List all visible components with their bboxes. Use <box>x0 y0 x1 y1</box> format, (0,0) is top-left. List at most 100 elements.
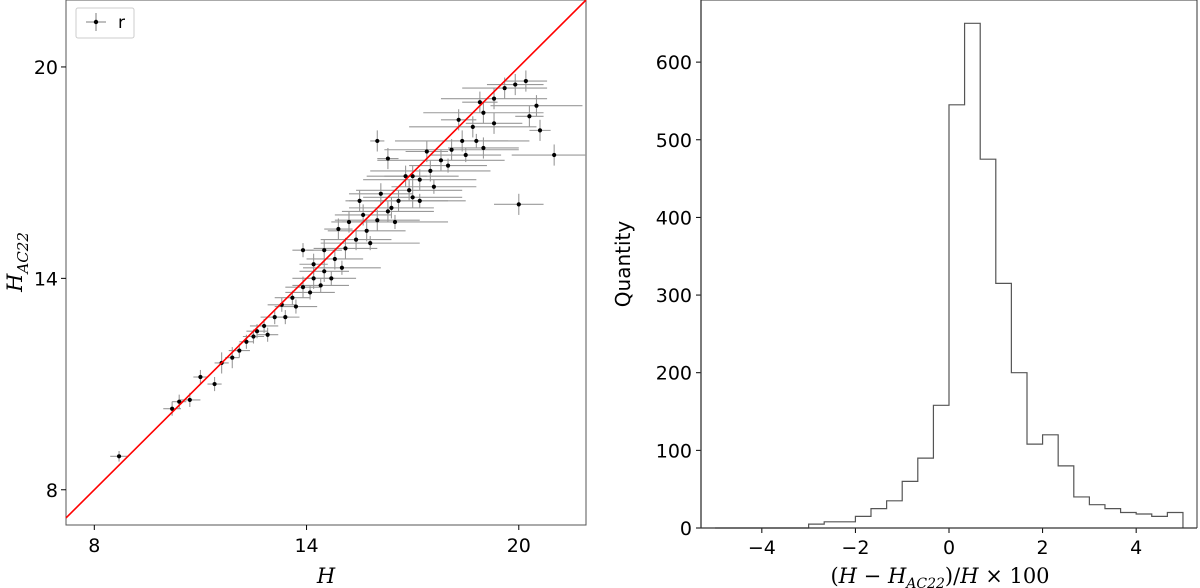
scatter-point <box>251 334 256 339</box>
x-tick-label: 20 <box>507 535 531 557</box>
legend-entry-label: r <box>118 13 125 33</box>
y-tick-label: 20 <box>34 57 58 79</box>
scatter-point <box>177 399 182 404</box>
scatter-point <box>513 82 518 87</box>
scatter-point <box>322 269 327 274</box>
scatter-points <box>116 78 557 459</box>
legend-marker <box>93 19 99 25</box>
identity-reference-line <box>65 0 587 519</box>
scatter-point <box>385 156 391 161</box>
scatter-point <box>491 96 497 101</box>
x-tick-label: −4 <box>748 537 776 559</box>
scatter-y-axis-label: HAC22 <box>3 232 32 293</box>
x-tick-label: 8 <box>88 535 100 557</box>
scatter-point <box>361 212 366 218</box>
scatter-point <box>523 78 528 84</box>
x-tick-label: 14 <box>294 535 318 557</box>
scatter-point <box>428 168 433 173</box>
scatter-point <box>481 145 486 151</box>
scatter-point <box>290 295 295 300</box>
scatter-point <box>537 128 543 133</box>
scatter-point <box>307 290 313 295</box>
scatter-point <box>343 246 348 251</box>
scatter-point <box>300 285 306 290</box>
y-tick-label: 600 <box>656 52 692 74</box>
scatter-point <box>385 209 391 214</box>
scatter-point <box>417 198 422 203</box>
scatter-point <box>491 121 497 126</box>
scatter-point <box>552 152 557 158</box>
scatter-point <box>477 100 482 105</box>
x-tick-label: 2 <box>1037 537 1049 559</box>
scatter-point <box>375 138 380 144</box>
scatter-point <box>527 114 532 119</box>
scatter-point <box>410 174 415 179</box>
scatter-point <box>329 276 334 281</box>
scatter-point <box>311 276 316 281</box>
y-tick-label: 300 <box>656 285 692 307</box>
y-tick-label: 100 <box>656 440 692 462</box>
y-tick-label: 200 <box>656 363 692 385</box>
histogram-step-line <box>715 22 1184 529</box>
scatter-point <box>463 152 468 158</box>
scatter-point <box>424 149 429 154</box>
scatter-point <box>265 332 270 337</box>
scatter-point <box>346 219 352 225</box>
scatter-point <box>410 195 415 200</box>
y-tick-label: 400 <box>656 207 692 229</box>
histogram-x-axis-label: (H − HAC22)/H × 100 <box>830 564 1049 588</box>
x-tick-label: 4 <box>1130 537 1142 559</box>
y-tick-label: 0 <box>680 518 692 540</box>
scatter-point <box>417 177 422 182</box>
scatter-point <box>368 241 373 246</box>
scatter-point <box>407 188 412 193</box>
histogram-y-axis-label: Quantity <box>611 221 635 308</box>
scatter-y-label-subscript: AC22 <box>14 232 32 275</box>
scatter-point <box>170 406 175 411</box>
x-tick-label: −2 <box>841 537 869 559</box>
scatter-point <box>332 256 337 262</box>
scatter-point <box>187 397 192 403</box>
scatter-point <box>460 138 465 144</box>
y-tick-label: 14 <box>34 268 58 290</box>
scatter-point <box>445 163 451 168</box>
scatter-point <box>283 315 288 320</box>
scatter-point <box>392 219 398 225</box>
scatter-point <box>378 191 383 196</box>
svg-text:HAC22: HAC22 <box>3 232 32 293</box>
scatter-point <box>116 454 122 459</box>
scatter-point <box>244 339 249 344</box>
scatter-point <box>318 283 323 288</box>
scatter-point <box>389 205 394 210</box>
scatter-ticks: 8 14 20 8 14 20 <box>34 57 531 557</box>
scatter-point <box>403 174 408 179</box>
scatter-point <box>311 262 316 267</box>
scatter-point <box>353 237 359 242</box>
scatter-point <box>261 323 267 329</box>
scatter-x-axis-label: H <box>316 564 336 588</box>
scatter-point <box>198 374 203 380</box>
x-tick-label: 0 <box>943 537 955 559</box>
histogram-axes <box>700 0 1198 529</box>
scatter-point <box>456 117 461 122</box>
histogram-panel: −4 −2 0 2 4 0 100 200 300 400 500 600 Quantity (H −… <box>611 0 1198 588</box>
scatter-point <box>237 348 242 353</box>
scatter-point <box>481 110 486 115</box>
scatter-point <box>375 218 380 223</box>
scatter-point <box>339 265 345 270</box>
scatter-point <box>293 304 299 309</box>
scatter-point <box>474 138 479 144</box>
scatter-plot-area <box>65 0 587 526</box>
scatter-point <box>438 158 444 163</box>
scatter-point <box>300 248 306 253</box>
scatter-point <box>396 198 401 203</box>
scatter-point <box>431 184 436 189</box>
scatter-point <box>364 228 369 233</box>
scatter-point <box>322 248 327 253</box>
scatter-point <box>502 85 507 91</box>
scatter-y-label-main: H <box>3 273 27 293</box>
scatter-point <box>534 103 539 108</box>
legend-box <box>75 7 135 39</box>
